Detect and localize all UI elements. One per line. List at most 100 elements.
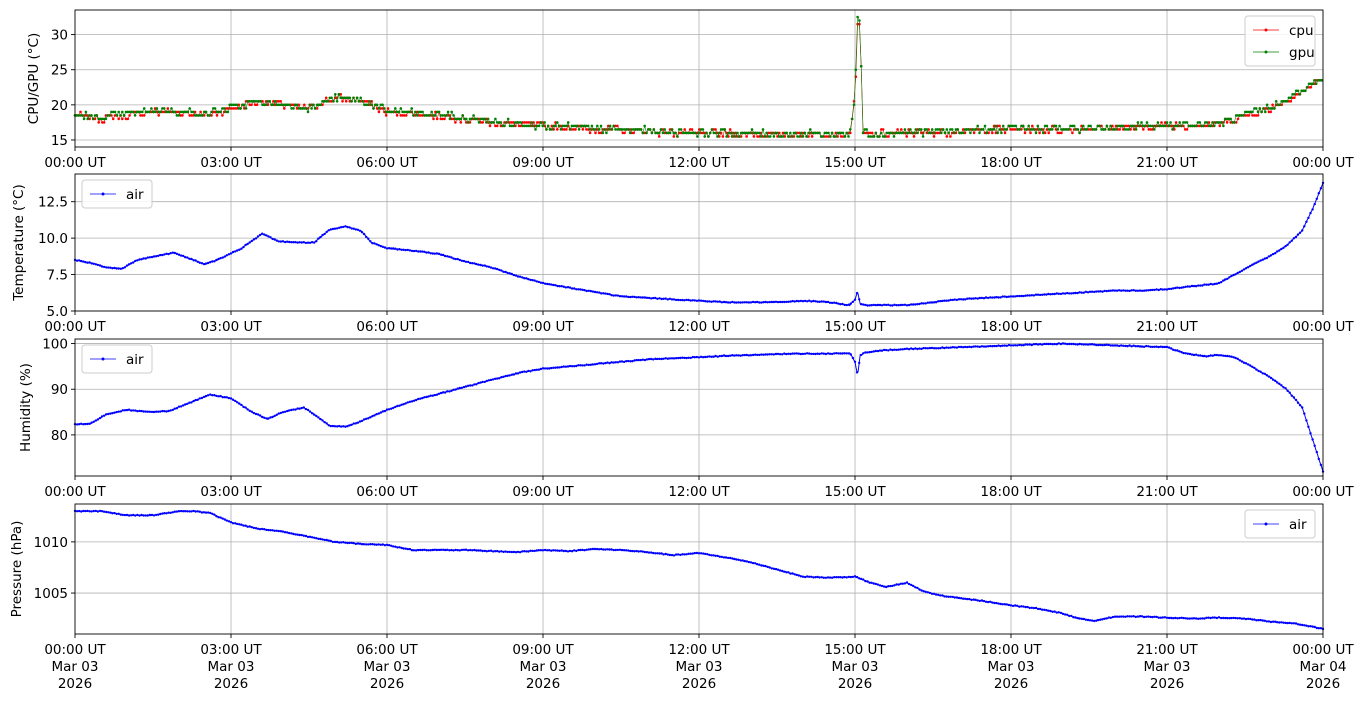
data-point — [328, 100, 332, 103]
data-point — [1136, 615, 1140, 618]
data-point — [758, 563, 761, 566]
data-point — [1186, 352, 1190, 355]
data-point — [705, 131, 708, 135]
data-point — [961, 128, 965, 131]
data-point — [783, 352, 786, 355]
data-point — [995, 601, 998, 605]
data-point — [429, 549, 432, 552]
data-point — [516, 372, 520, 375]
data-point — [887, 303, 890, 306]
data-point — [342, 225, 345, 229]
data-point — [1109, 128, 1112, 131]
data-point — [408, 400, 412, 403]
data-point — [1298, 404, 1302, 407]
data-point — [625, 549, 628, 552]
data-point — [427, 251, 430, 254]
data-point — [731, 354, 734, 357]
data-point — [930, 131, 934, 135]
data-point — [1076, 616, 1079, 620]
data-point — [1120, 615, 1123, 618]
data-point — [1045, 128, 1049, 131]
data-point — [766, 565, 769, 569]
data-point — [960, 131, 963, 135]
data-point — [554, 366, 557, 369]
data-point — [1178, 121, 1181, 124]
data-point — [820, 576, 823, 579]
data-point — [1118, 615, 1121, 618]
data-point — [433, 252, 436, 255]
data-point — [785, 300, 788, 304]
data-point — [371, 543, 374, 546]
data-point — [685, 356, 688, 360]
data-point — [394, 405, 397, 409]
data-point — [1072, 292, 1075, 295]
data-point — [196, 510, 199, 513]
data-point — [1165, 616, 1169, 619]
data-point — [231, 522, 235, 525]
data-point — [810, 575, 813, 578]
data-point — [734, 135, 737, 138]
data-point — [566, 365, 570, 368]
data-point — [192, 259, 195, 262]
data-point — [437, 110, 441, 114]
data-point — [321, 100, 324, 103]
data-point — [1280, 247, 1283, 251]
data-point — [310, 536, 314, 539]
data-point — [1005, 295, 1008, 299]
data-point — [1149, 615, 1152, 619]
data-point — [459, 117, 463, 121]
data-point — [714, 300, 717, 303]
data-point — [982, 599, 986, 603]
data-point — [1099, 618, 1102, 621]
data-point — [878, 135, 881, 138]
data-point — [430, 110, 434, 114]
data-point — [601, 131, 605, 135]
data-point — [903, 303, 907, 306]
data-point — [335, 425, 339, 428]
data-point — [299, 107, 303, 110]
data-point — [224, 107, 228, 110]
data-point — [546, 124, 550, 128]
data-point — [1082, 343, 1086, 346]
data-point — [1242, 114, 1245, 117]
data-point — [1257, 619, 1260, 622]
data-point — [652, 551, 655, 555]
data-point — [444, 548, 447, 552]
data-point — [431, 394, 434, 397]
data-point — [606, 361, 609, 364]
data-point — [233, 103, 237, 107]
data-point — [434, 110, 437, 114]
data-point — [1163, 124, 1167, 128]
data-point — [417, 548, 420, 552]
data-point — [279, 411, 283, 415]
data-point — [331, 424, 335, 428]
data-point — [177, 405, 181, 408]
data-point — [1136, 345, 1140, 348]
data-point — [767, 135, 770, 138]
data-point — [747, 560, 751, 564]
data-point — [916, 347, 919, 351]
data-point — [930, 301, 934, 304]
data-point — [951, 595, 954, 599]
data-point — [708, 553, 711, 557]
data-point — [1051, 292, 1054, 296]
x-tick-label: 06:00 UT — [356, 155, 418, 171]
data-point — [521, 124, 524, 128]
data-point — [536, 124, 539, 128]
data-point — [1298, 93, 1302, 96]
data-point — [321, 538, 324, 541]
data-point — [650, 357, 653, 361]
data-point — [768, 135, 772, 138]
data-point — [521, 276, 524, 279]
data-point — [242, 405, 245, 409]
data-point — [1151, 288, 1154, 292]
data-point — [637, 128, 641, 131]
data-point — [789, 131, 792, 135]
y-tick-label: 7.5 — [47, 268, 68, 284]
data-point — [826, 352, 830, 355]
data-point — [668, 553, 672, 557]
data-point — [1080, 124, 1083, 128]
data-point — [1086, 343, 1090, 346]
y-tick-label: 12.5 — [38, 195, 68, 211]
data-point — [1022, 294, 1025, 298]
